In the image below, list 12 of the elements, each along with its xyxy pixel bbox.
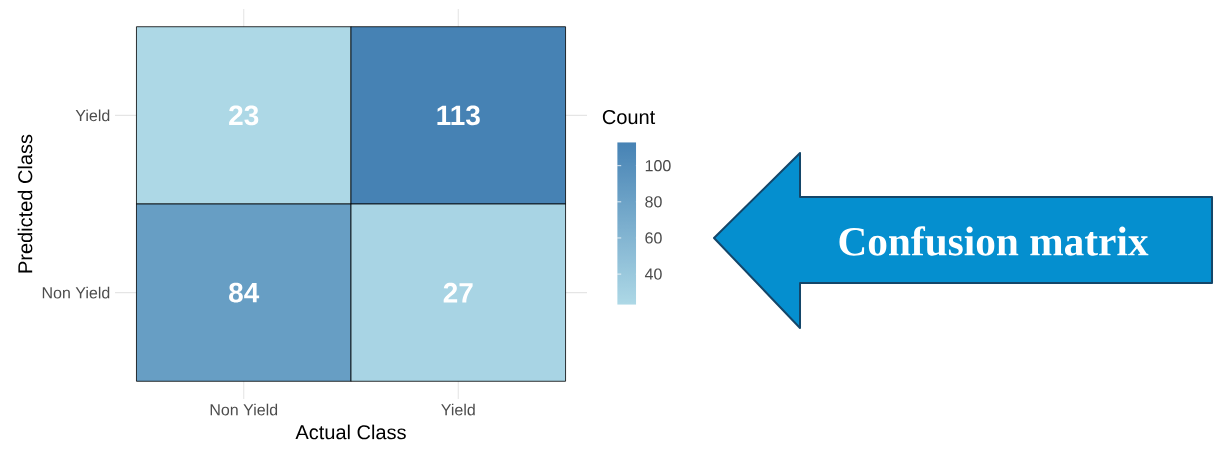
data-label: 84 — [229, 282, 260, 303]
color-bar-label: 80 — [645, 196, 662, 208]
color-bar-label: 100 — [645, 160, 671, 172]
text: Confusion matrix — [839, 226, 1149, 256]
data-label: 23 — [229, 105, 259, 126]
x-axis-title: Actual Class — [295, 424, 406, 440]
y-axis-title: Predicted Class — [17, 134, 33, 273]
color-bar-label: 40 — [644, 268, 662, 280]
data-label: 27 — [443, 282, 473, 303]
color-bar-label: 60 — [645, 232, 662, 244]
data-label: 113 — [437, 105, 480, 126]
color-bar-title: Count — [602, 109, 656, 125]
